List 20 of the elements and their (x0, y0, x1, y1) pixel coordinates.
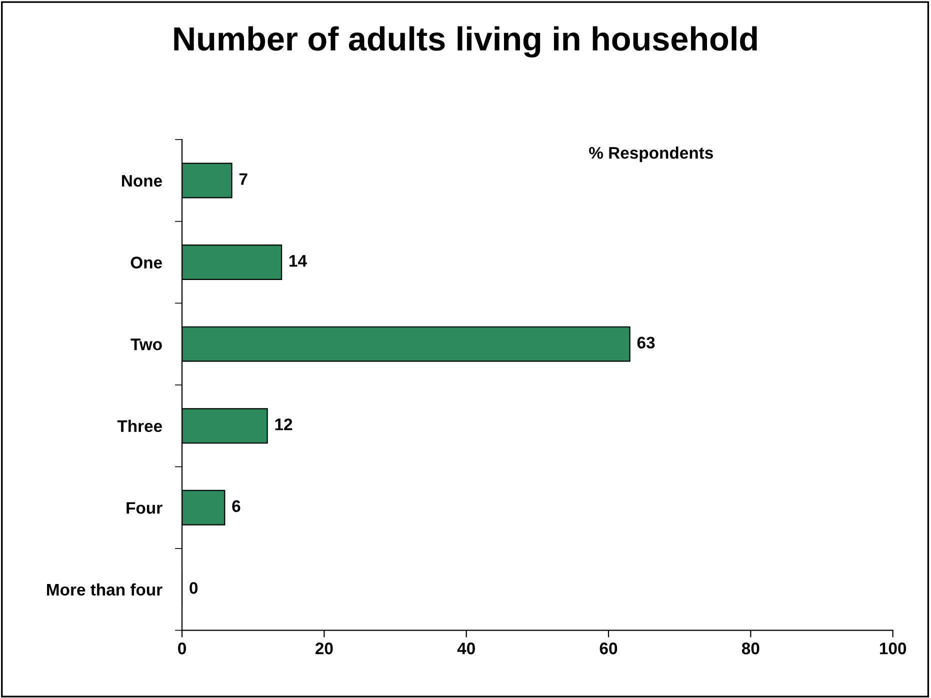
data-label: 63 (637, 336, 655, 349)
data-label: 6 (232, 500, 240, 512)
x-tick-label: 100 (880, 642, 906, 654)
y-tick-label: Four (126, 502, 162, 514)
annotation: % Respondents (589, 146, 713, 162)
y-tick-label: More than four (47, 583, 162, 596)
x-tick-label: 40 (457, 642, 475, 654)
data-label: 0 (190, 582, 198, 594)
y-tick-label: Three (117, 420, 162, 432)
y-tick-label: One (130, 256, 162, 268)
y-tick-label: Two (130, 338, 162, 350)
x-tick-label: 20 (315, 642, 333, 654)
x-tick-label: 80 (742, 642, 760, 654)
x-tick-label: 0 (178, 642, 186, 654)
chart-title: Number of adults living in household (174, 26, 757, 58)
y-tick-label: None (122, 175, 162, 187)
x-tick-label: 60 (600, 642, 618, 654)
data-label: 7 (239, 173, 248, 185)
data-label: 14 (290, 255, 307, 267)
data-label: 12 (275, 418, 292, 430)
